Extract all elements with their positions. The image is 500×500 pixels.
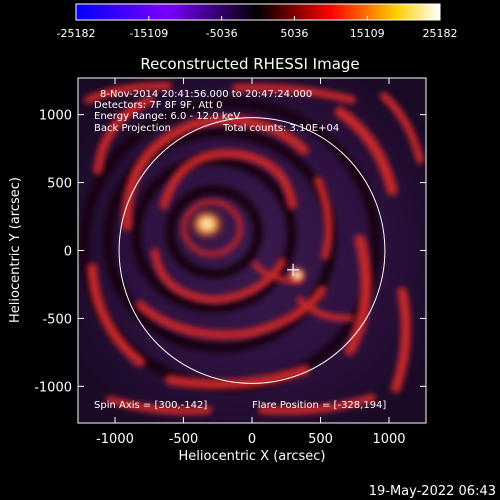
x-tick-label: 500 xyxy=(308,432,333,447)
colorbar-ticks: -25182 -15109 -5036 5036 15109 25182 xyxy=(57,16,458,40)
colorbar-tick-label: 15109 xyxy=(350,27,385,40)
y-tick-label: -500 xyxy=(42,312,72,327)
colorbar: -25182 -15109 -5036 5036 15109 25182 xyxy=(57,3,458,40)
annotation-detectors: Detectors: 7F 8F 9F, Att 0 xyxy=(94,100,222,111)
colorbar-gradient xyxy=(76,4,440,20)
y-tick-label: -1000 xyxy=(34,380,72,395)
x-tick-label: -1000 xyxy=(96,432,134,447)
x-tick-label: 0 xyxy=(248,432,256,447)
annotations: 8-Nov-2014 20:41:56.000 to 20:47:24.000 … xyxy=(94,89,386,411)
colorbar-tick-label: 25182 xyxy=(423,27,458,40)
y-axis-label: Heliocentric Y (arcsec) xyxy=(8,177,23,323)
y-tick-label: 0 xyxy=(64,245,72,260)
x-tick-label: -500 xyxy=(169,432,199,447)
annotation-time-range: 8-Nov-2014 20:41:56.000 to 20:47:24.000 xyxy=(100,89,312,100)
y-tick-label: 500 xyxy=(47,177,72,192)
footer-timestamp: 19-May-2022 06:43 xyxy=(369,484,496,499)
annotation-energy-range: Energy Range: 6.0 - 12.0 keV xyxy=(94,111,240,122)
colorbar-tick-label: -25182 xyxy=(57,27,96,40)
secondary-source xyxy=(287,265,308,284)
colorbar-frame xyxy=(75,3,441,21)
flare-source xyxy=(191,210,224,239)
colorbar-tick-label: 5036 xyxy=(280,27,308,40)
x-tick-label: 1000 xyxy=(372,432,405,447)
annotation-method: Back Projection xyxy=(94,123,171,134)
x-axis: -1000 -500 0 500 1000 xyxy=(96,78,406,447)
heatmap-structure xyxy=(79,82,424,415)
y-axis: -1000 -500 0 500 1000 xyxy=(34,109,426,395)
y-tick-label: 1000 xyxy=(39,109,72,124)
solar-disk-outline xyxy=(118,117,386,384)
annotation-total-counts: Total counts: 3.10E+04 xyxy=(222,123,339,134)
plot-area: 8-Nov-2014 20:41:56.000 to 20:47:24.000 … xyxy=(77,77,427,424)
annotation-spin-axis: Spin Axis = [300,-142] xyxy=(94,400,207,411)
chart-title: Reconstructed RHESSI Image xyxy=(140,55,359,73)
x-axis-label: Heliocentric X (arcsec) xyxy=(179,449,326,464)
annotation-flare-position: Flare Position = [-328,194] xyxy=(252,400,386,411)
colorbar-tick-label: -5036 xyxy=(206,27,238,40)
colorbar-tick-label: -15109 xyxy=(129,27,168,40)
spin-axis-marker xyxy=(287,263,300,276)
